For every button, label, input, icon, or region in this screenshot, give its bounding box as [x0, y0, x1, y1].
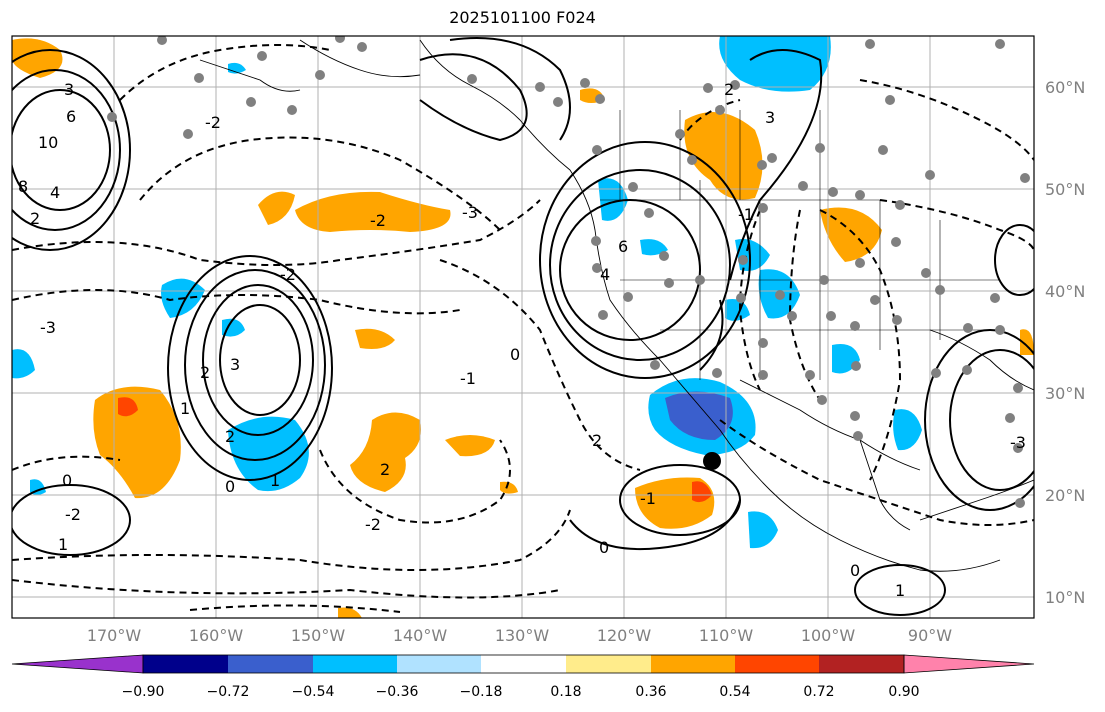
contour-label: -2 [65, 505, 81, 524]
colorbar-tick: −0.72 [206, 684, 250, 700]
lon-label-160w: 160°W [188, 626, 244, 645]
contour-label: -2 [205, 113, 221, 132]
colorbar-min-arrow [11, 654, 144, 674]
colorbar-max-arrow [903, 654, 1035, 674]
map-title: 2025101100 F024 [449, 8, 596, 27]
colorbar-tick: −0.18 [459, 684, 503, 700]
contour-label: 2 [225, 427, 235, 446]
lon-label-150w: 150°W [290, 626, 346, 645]
positive-contours [12, 37, 1034, 616]
contour-label: -3 [1010, 433, 1026, 452]
colorbar-tick: 0.54 [719, 684, 751, 700]
colorbar [11, 654, 1035, 674]
contour-labels: 3 6 10 8 4 2 -2 -3 -2 2 3 1 2 0 -1 2 -2 … [18, 80, 1026, 600]
coastlines [199, 39, 1034, 572]
contour-label: 1 [270, 471, 280, 490]
colorbar-segment [651, 655, 735, 673]
contour-label: -2 [365, 515, 381, 534]
contour-label: 3 [230, 355, 240, 374]
colorbar-segment [566, 655, 651, 673]
colorbar-tick: −0.54 [291, 684, 335, 700]
contour-label: 2 [200, 363, 210, 382]
contour-label: 0 [225, 477, 235, 496]
colorbar-tick: 0.90 [888, 684, 920, 700]
lat-label-40n: 40°N [1045, 282, 1086, 301]
lat-lon-grid [12, 36, 1034, 618]
contour-label: 0 [850, 561, 860, 580]
lon-label-130w: 130°W [494, 626, 550, 645]
contour-label: 8 [18, 177, 28, 196]
contour-label: 10 [38, 133, 58, 152]
lon-label-140w: 140°W [392, 626, 448, 645]
lon-label-100w: 100°W [800, 626, 856, 645]
contour-label: 4 [600, 265, 610, 284]
station-markers [107, 36, 1030, 508]
contour-label: 2 [380, 460, 390, 479]
lon-label-110w: 110°W [698, 626, 754, 645]
contour-label: 2 [724, 80, 734, 99]
colorbar-segment [143, 655, 228, 673]
contour-label: -2 [280, 265, 296, 284]
lat-label-20n: 20°N [1045, 486, 1086, 505]
colorbar-segment [228, 655, 313, 673]
lat-label-50n: 50°N [1045, 180, 1086, 199]
colorbar-tick: 0.36 [635, 684, 667, 700]
colorbar-segment [313, 655, 397, 673]
colorbar-tick: 0.18 [550, 684, 582, 700]
contour-label: -1 [640, 489, 656, 508]
contour-label: -3 [40, 318, 56, 337]
lon-label-170w: 170°W [86, 626, 142, 645]
contour-label: -1 [738, 205, 754, 224]
colorbar-segment [819, 655, 904, 673]
lat-label-30n: 30°N [1045, 384, 1086, 403]
contour-label: 3 [64, 80, 74, 99]
colorbar-tick: −0.90 [121, 684, 165, 700]
contour-label: 4 [50, 183, 60, 202]
colorbar-segment [481, 655, 566, 673]
lat-label-10n: 10°N [1045, 588, 1086, 607]
contour-label: 0 [510, 345, 520, 364]
colorbar-tick: −0.36 [375, 684, 419, 700]
lon-label-90w: 90°W [907, 626, 953, 645]
colorbar-segment [397, 655, 481, 673]
contour-label: 2 [592, 431, 602, 450]
contour-label: 0 [62, 471, 72, 490]
contour-label: 6 [618, 237, 628, 256]
lat-label-60n: 60°N [1045, 78, 1086, 97]
colorbar-tick: 0.72 [803, 684, 835, 700]
contour-label: 6 [66, 107, 76, 126]
lon-label-120w: 120°W [596, 626, 652, 645]
contour-label: -2 [370, 211, 386, 230]
focus-marker [703, 452, 721, 470]
contour-label: 0 [599, 538, 609, 557]
contour-label: 3 [765, 108, 775, 127]
contour-label: 1 [180, 399, 190, 418]
colorbar-segment [735, 655, 819, 673]
contour-label: 1 [58, 535, 68, 554]
contour-label: 2 [30, 209, 40, 228]
contour-label: -3 [462, 203, 478, 222]
contour-label: 1 [895, 581, 905, 600]
contour-label: -1 [460, 369, 476, 388]
